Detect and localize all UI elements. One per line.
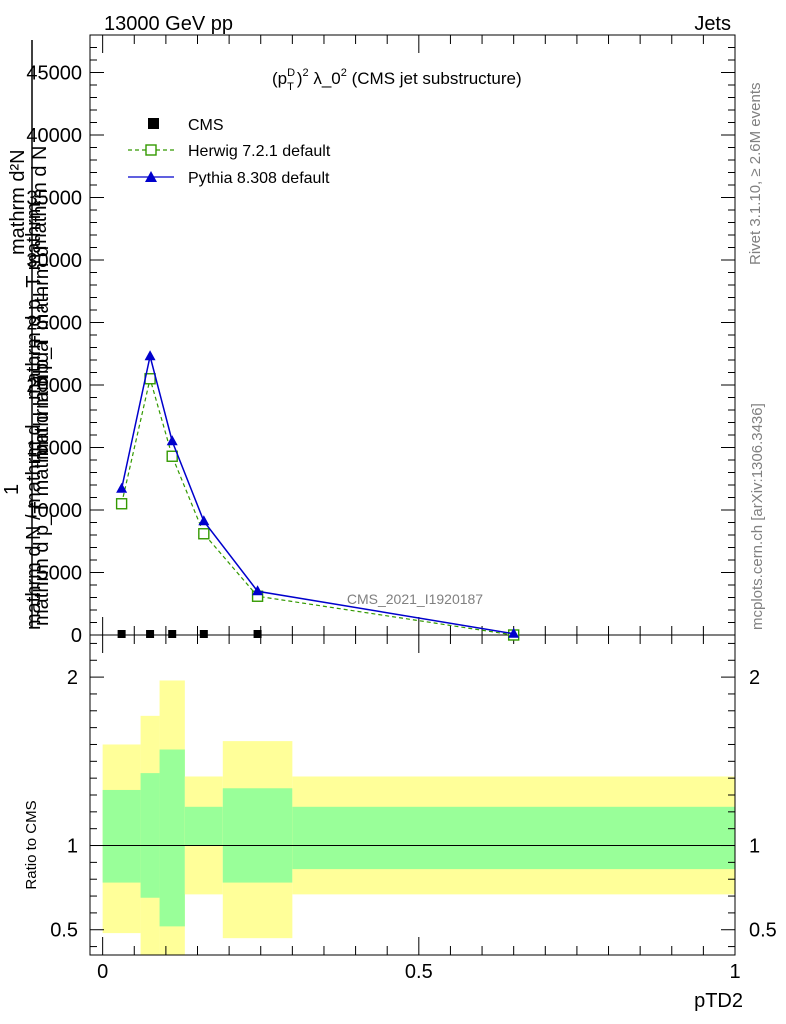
main-plot-frame [89, 34, 736, 636]
cms-data-point [117, 630, 126, 638]
ratio-y-tick-label-right: 2 [749, 667, 760, 689]
series-line-2 [120, 356, 514, 635]
main-y-tick-label: 5000 [38, 563, 83, 585]
cms-data-point [199, 630, 208, 638]
ratio-stat-band-1 [140, 773, 160, 898]
plot-title: (pD T)2 λ_02 (CMS jet substructure) [272, 67, 522, 93]
legend-herwig-label: Herwig 7.2.1 default [188, 143, 331, 160]
herwig-data-point [115, 498, 128, 510]
y-label-overlay-1: mathrm d N [29, 146, 51, 250]
cms-data-point [146, 630, 155, 638]
main-y-tick-label: 40000 [26, 125, 82, 147]
legend-cms-marker [148, 118, 159, 129]
ratio-bands [102, 680, 735, 955]
legend-cms-label: CMS [188, 117, 224, 134]
main-y-tick-label: 30000 [26, 250, 82, 272]
ratio-stat-band-0 [102, 789, 141, 883]
energy-label: 13000 GeV pp [104, 13, 233, 35]
ratio-x-tick-label: 0.5 [405, 961, 433, 983]
y-label-overlay-4: mathrm d p_T mathrm [23, 203, 45, 400]
main-y-tick-label: 0 [71, 625, 82, 647]
ratio-x-tick-label: 1 [729, 961, 740, 983]
series-layer [115, 350, 520, 641]
legend-pythia-label: Pythia 8.308 default [188, 170, 330, 187]
pythia-data-point [252, 585, 264, 596]
herwig-data-point [166, 450, 178, 462]
ratio-stat-band-3 [184, 806, 223, 846]
x-axis-label: pTD2 [694, 990, 743, 1012]
rivet-version-label: Rivet 3.1.10, ≥ 2.6M events [747, 83, 764, 266]
cms-data-point [253, 630, 262, 638]
pythia-data-point [116, 482, 128, 493]
main-y-tick-label: 15000 [26, 438, 82, 460]
main-y-tick-label: 20000 [26, 375, 82, 397]
ratio-y-tick-label-right: 1 [749, 836, 760, 858]
pythia-data-point [166, 435, 178, 446]
cms-data-point [168, 630, 177, 638]
ratio-y-tick-label: 0.5 [50, 920, 78, 942]
ratio-y-axis-label: Ratio to CMS [23, 800, 40, 889]
main-y-tick-label: 10000 [26, 500, 82, 522]
ratio-y-tick-label: 2 [67, 667, 78, 689]
legend-herwig-marker [145, 144, 157, 156]
y-label-numerator: mathrm d²N [7, 149, 29, 255]
ratio-y-axis: 0.5 0.5 1 1 2 2 [50, 642, 777, 948]
main-y-tick-label: 25000 [26, 313, 82, 335]
pythia-data-point [144, 350, 156, 361]
analysis-watermark: CMS_2021_I1920187 [347, 591, 483, 607]
ratio-y-tick-label: 1 [67, 836, 78, 858]
ratio-stat-band-4 [222, 788, 293, 883]
legend-pythia-marker [145, 171, 157, 182]
ratio-stat-band-5 [292, 806, 735, 870]
main-y-axis: 0 5000 10000 15000 20000 25000 30000 35000 40000… [26, 34, 735, 647]
legend: CMS Herwig 7.2.1 default Pythia 8.308 de… [128, 117, 331, 187]
site-label: mcplots.cern.ch [arXiv:1306.3436] [749, 403, 766, 630]
y-label-overlay-2: mathrm d p_T mathrm d [31, 246, 53, 460]
ratio-stat-band-2 [159, 749, 185, 927]
pythia-data-point [198, 515, 210, 526]
ratio-y-tick-label-right: 0.5 [749, 920, 777, 942]
herwig-data-point [198, 528, 210, 540]
pythia-data-point [508, 627, 520, 638]
y-label-denominator: mathrm d p_T mathrm d lambda [31, 340, 53, 626]
y-label-prefix: 1 [1, 484, 23, 495]
y-label-overlay-3: mathrm d N / mathrm d [23, 424, 45, 630]
ratio-x-tick-label: 0 [97, 961, 108, 983]
process-label: Jets [694, 13, 731, 35]
main-y-tick-label: 45000 [26, 63, 82, 85]
main-y-axis-label: 1 mathrm d²N mathrm d p_T mathrm d lambd… [1, 40, 53, 630]
main-x-ticks [102, 35, 736, 635]
main-y-tick-label: 35000 [26, 188, 82, 210]
series-line-1 [121, 378, 514, 636]
